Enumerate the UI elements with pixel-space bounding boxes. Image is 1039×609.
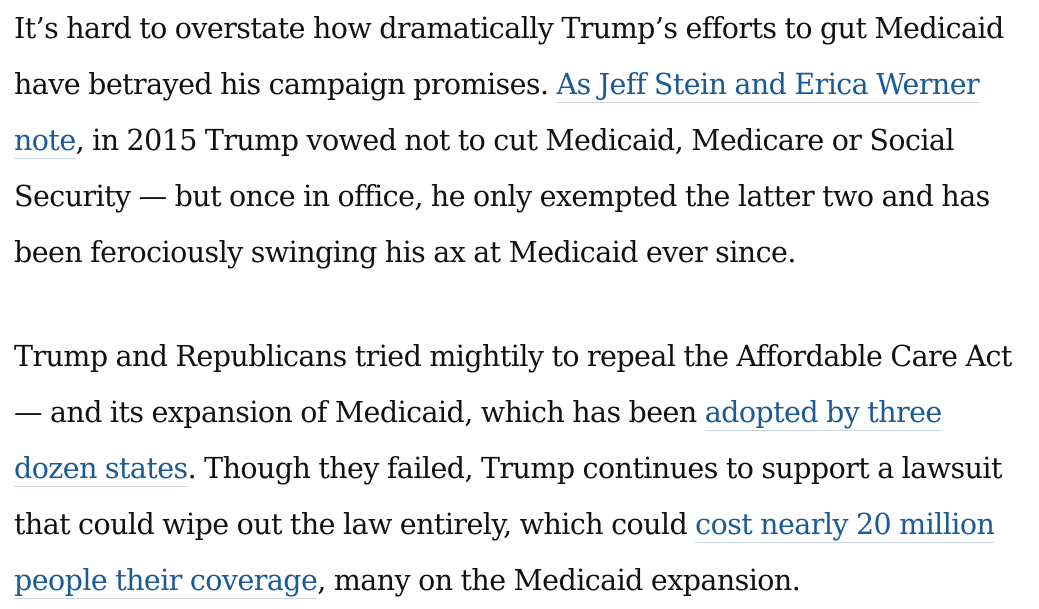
link-adopted-by-states[interactable]: adopted by three dozen states: [14, 396, 942, 487]
paragraph-text: It’s hard to overstate how dramatically …: [14, 12, 1004, 101]
paragraph-text: Trump and Republicans tried mightily to …: [14, 340, 1012, 429]
link-coverage-cost[interactable]: cost nearly 20 million people their cove…: [14, 508, 995, 599]
article-body: It’s hard to overstate how dramatically …: [14, 1, 1029, 609]
paragraph-medicaid-promises: It’s hard to overstate how dramatically …: [14, 1, 1029, 281]
link-stein-werner[interactable]: As Jeff Stein and Erica Werner note: [14, 68, 980, 159]
paragraph-text: , many on the Medicaid expansion.: [317, 564, 801, 597]
paragraph-text: . Though they failed, Trump continues to…: [14, 452, 1002, 541]
paragraph-text: , in 2015 Trump vowed not to cut Medicai…: [14, 124, 990, 269]
paragraph-aca-repeal: Trump and Republicans tried mightily to …: [14, 329, 1029, 609]
